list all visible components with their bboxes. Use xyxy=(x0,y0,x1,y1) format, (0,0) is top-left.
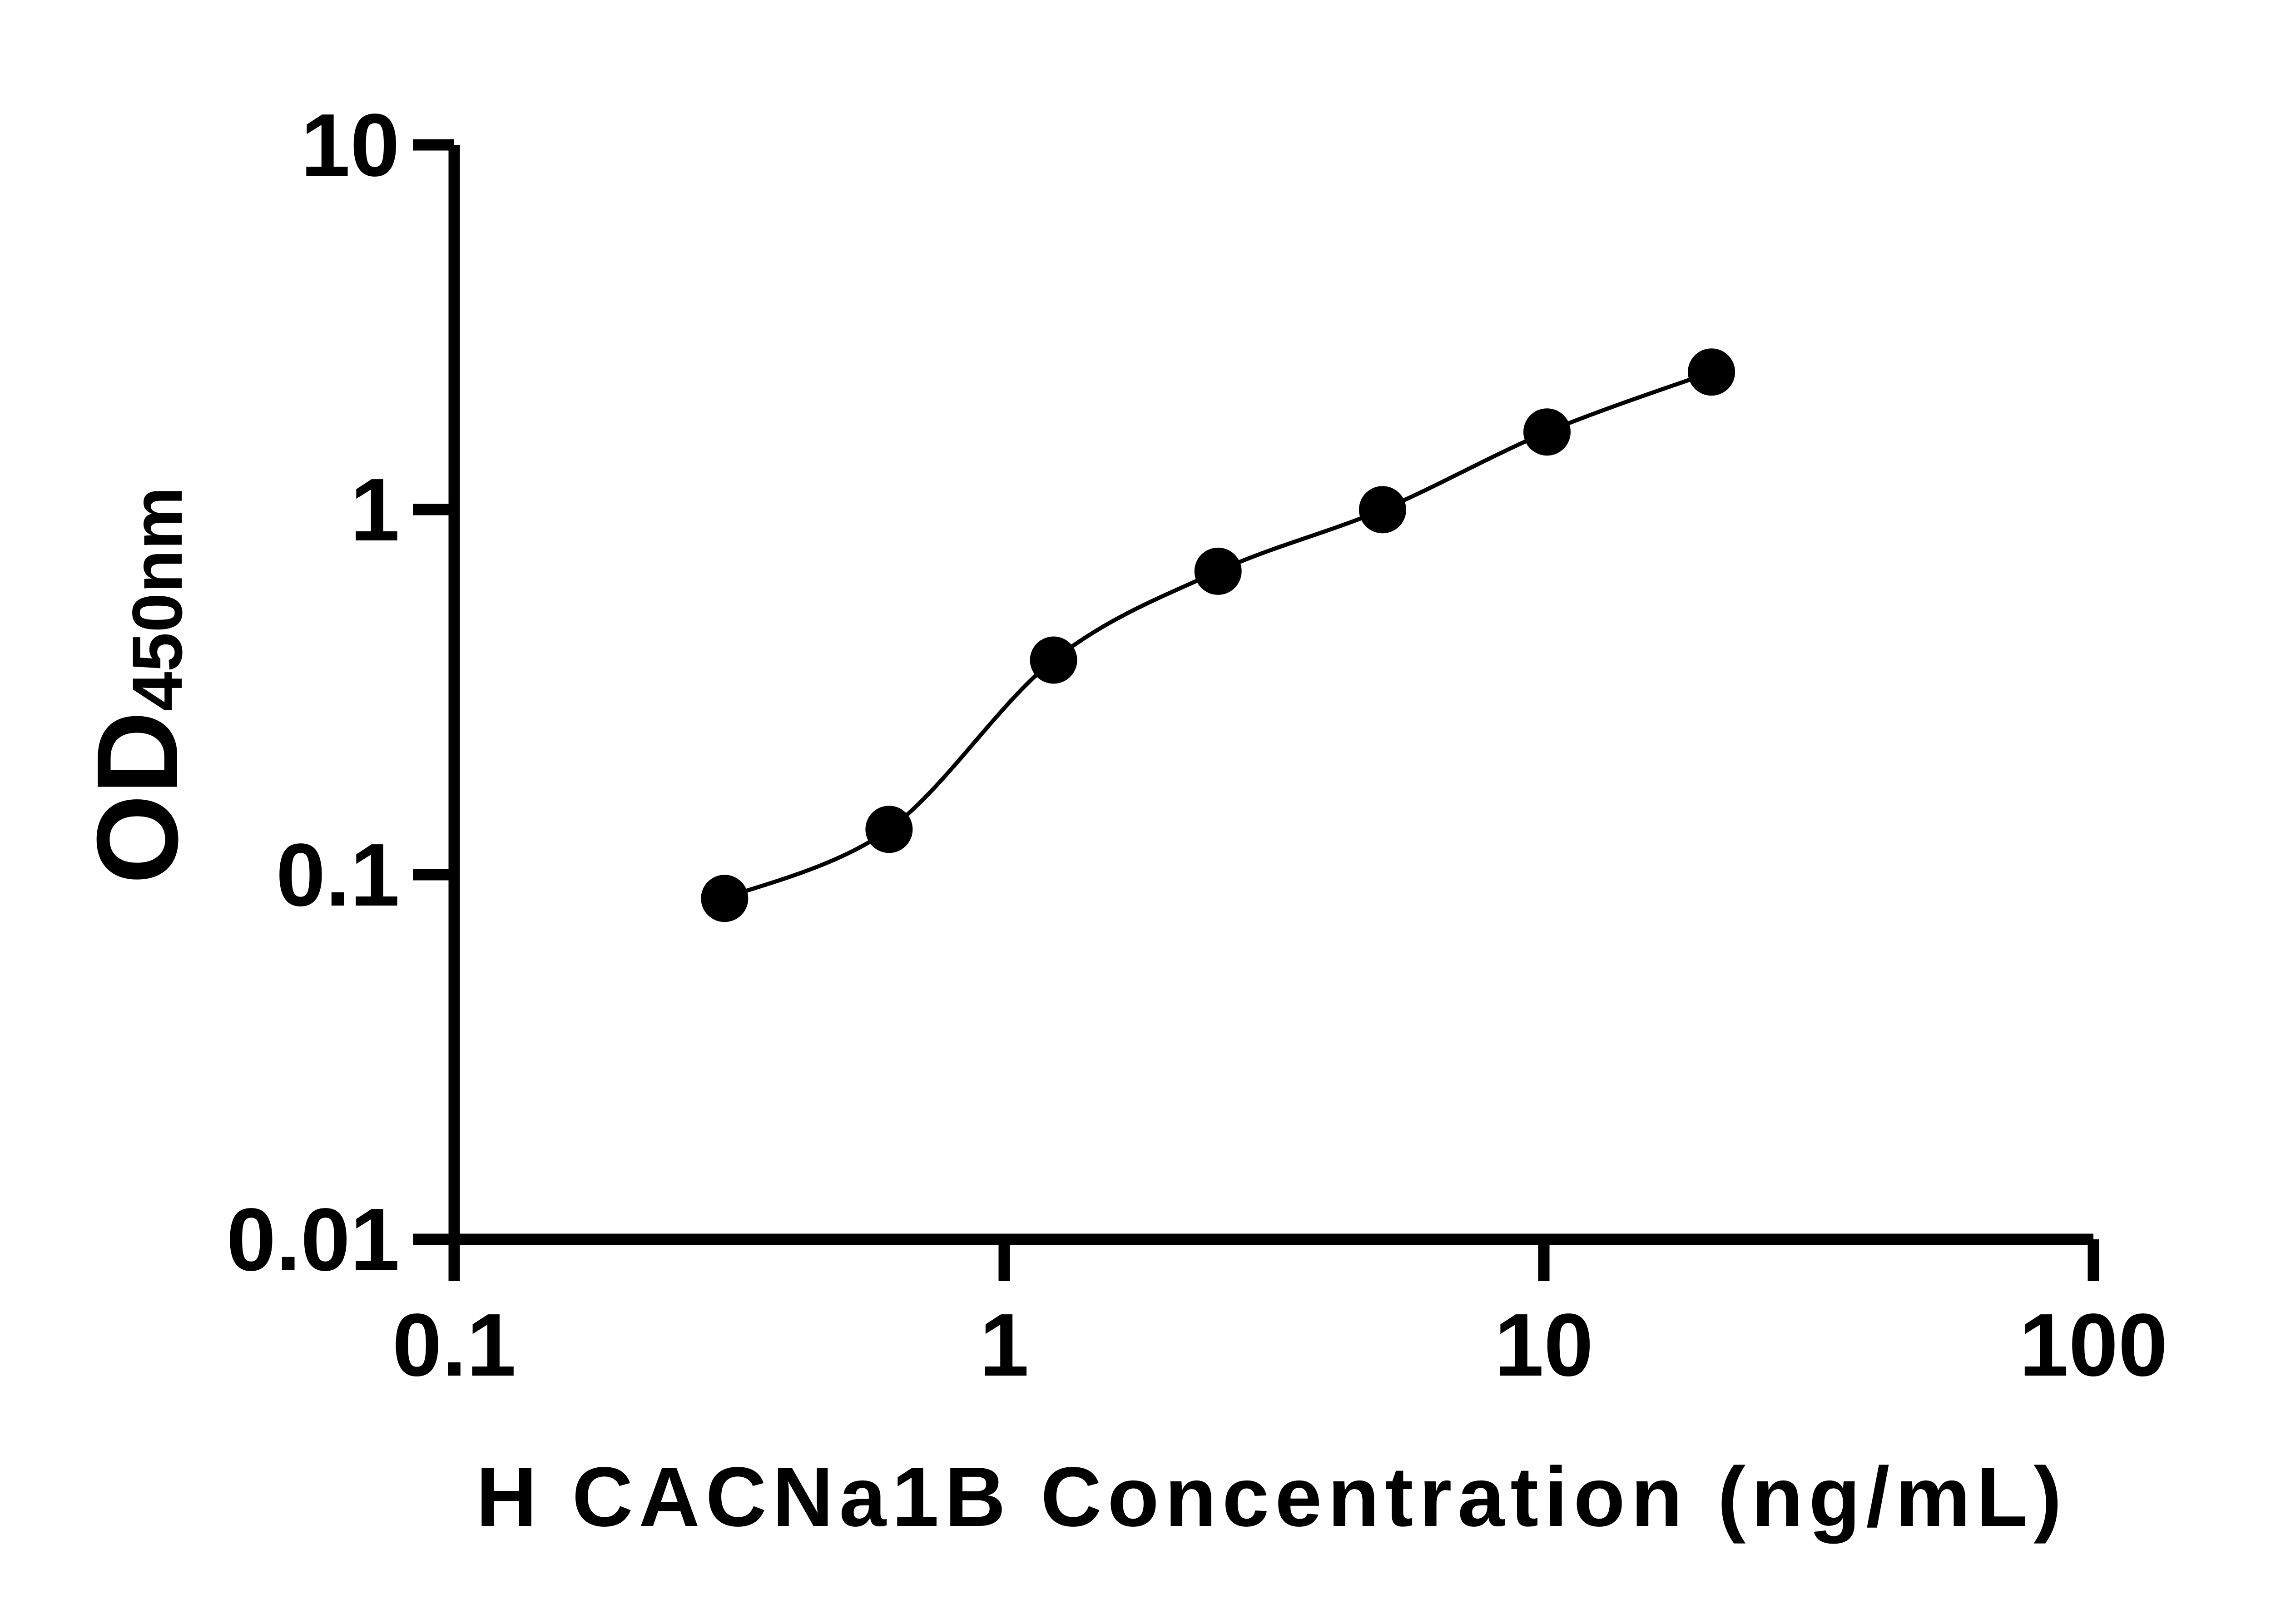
svg-text:H CACNa1B Concentration (ng/mL: H CACNa1B Concentration (ng/mL) xyxy=(476,1450,2068,1544)
svg-text:100: 100 xyxy=(2019,1295,2167,1395)
svg-text:0.01: 0.01 xyxy=(227,1190,400,1289)
svg-text:10: 10 xyxy=(1494,1295,1593,1395)
svg-text:0.1: 0.1 xyxy=(276,825,400,925)
svg-text:10: 10 xyxy=(301,95,400,195)
svg-text:1: 1 xyxy=(350,460,400,559)
svg-text:1: 1 xyxy=(979,1295,1029,1395)
svg-text:0.1: 0.1 xyxy=(392,1295,516,1395)
svg-text:OD450nm: OD450nm xyxy=(73,487,202,884)
